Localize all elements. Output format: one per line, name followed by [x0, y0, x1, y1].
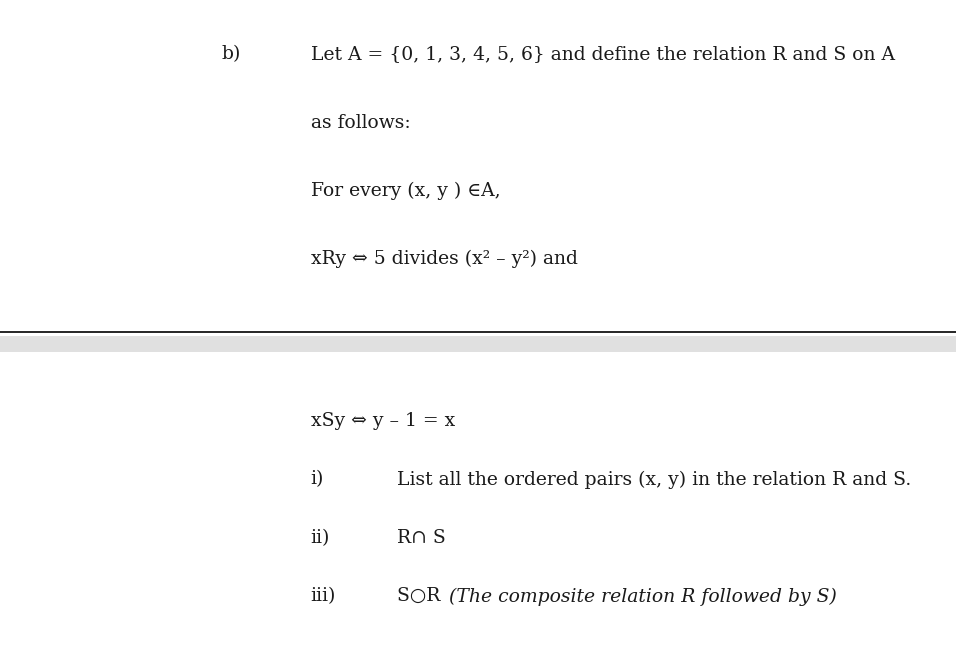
Text: b): b) [222, 45, 241, 64]
Text: as follows:: as follows: [311, 114, 410, 132]
Text: S○R: S○R [397, 587, 446, 606]
Text: For every (x, y ) ∈A,: For every (x, y ) ∈A, [311, 182, 500, 200]
Bar [0, 336, 956, 352]
Text: R∩ S: R∩ S [397, 529, 445, 547]
Text: (The composite relation R followed by S): (The composite relation R followed by S) [449, 587, 837, 606]
Text: xRy ⇔ 5 divides (x² – y²) and: xRy ⇔ 5 divides (x² – y²) and [311, 250, 577, 268]
Text: Let A = {0, 1, 3, 4, 5, 6} and define the relation R and S on A: Let A = {0, 1, 3, 4, 5, 6} and define th… [311, 45, 895, 64]
Text: List all the ordered pairs (x, y) in the relation R and S.: List all the ordered pairs (x, y) in the… [397, 471, 911, 489]
Text: xSy ⇔ y – 1 = x: xSy ⇔ y – 1 = x [311, 412, 455, 430]
Text: ii): ii) [311, 529, 330, 547]
Text: iii): iii) [311, 587, 337, 606]
Text: i): i) [311, 471, 324, 489]
